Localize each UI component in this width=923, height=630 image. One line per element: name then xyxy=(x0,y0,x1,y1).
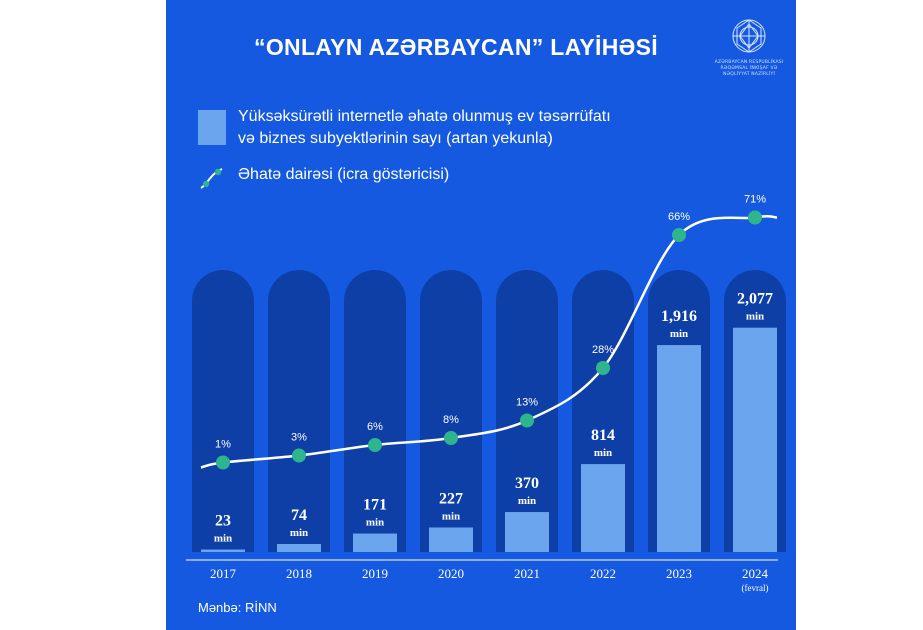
ministry-logo-icon xyxy=(732,19,766,53)
x-tick-label: 2023 xyxy=(666,566,692,581)
bar xyxy=(657,345,701,552)
bar-track xyxy=(420,270,482,552)
bar-value-label: 74 xyxy=(291,507,307,524)
coverage-label: 3% xyxy=(291,432,307,444)
x-tick-label: 2021 xyxy=(514,566,540,581)
bar-value-label: 171 xyxy=(363,497,387,514)
coverage-point xyxy=(748,210,762,225)
bar-track xyxy=(192,270,254,552)
x-tick-label: 2018 xyxy=(286,566,312,581)
coverage-point xyxy=(216,455,230,470)
x-tick-label: 2020 xyxy=(438,566,464,581)
bar-unit-label: min xyxy=(442,510,460,522)
legend-bar-label: Yüksəksürətli internetlə əhatə olunmuş e… xyxy=(238,106,718,150)
bar xyxy=(581,464,625,552)
bar xyxy=(277,544,321,552)
bar-value-label: 1,916 xyxy=(661,308,697,325)
coverage-label: 6% xyxy=(367,421,383,433)
bar-unit-label: min xyxy=(214,533,232,545)
bar-value-label: 23 xyxy=(215,513,231,530)
source-note: Mənbə: RİNN xyxy=(198,600,277,615)
logo-text: AZƏRBAYCAN RESPUBLİKASI RƏQƏMSAL İNKİŞAF… xyxy=(704,60,794,78)
bar-track xyxy=(268,270,330,552)
coverage-point xyxy=(368,438,382,452)
coverage-label: 71% xyxy=(744,194,766,206)
logo-text-line: NƏQLİYYAT NAZİRLİYİ xyxy=(722,72,776,77)
legend-bar-swatch xyxy=(198,110,226,145)
coverage-point xyxy=(596,361,610,375)
logo-text-line: AZƏRBAYCAN RESPUBLİKASI xyxy=(714,60,784,65)
x-tick-note: (fevral) xyxy=(742,583,769,593)
coverage-point xyxy=(672,228,686,242)
coverage-point xyxy=(292,448,306,463)
bar-track xyxy=(496,270,558,552)
coverage-label: 8% xyxy=(443,414,459,426)
page-title: “ONLAYN AZƏRBAYCAN” LAYİHƏSİ xyxy=(254,34,658,60)
bar-unit-label: min xyxy=(518,495,536,507)
bar xyxy=(201,549,245,552)
bar-value-label: 814 xyxy=(591,427,615,444)
coverage-label: 66% xyxy=(668,211,690,223)
bar xyxy=(353,533,397,552)
bar-value-label: 2,077 xyxy=(737,291,773,308)
bar xyxy=(733,327,777,552)
legend-bar-label-line: Yüksəksürətli internetlə əhatə olunmuş e… xyxy=(238,108,611,125)
bar-value-label: 227 xyxy=(439,490,463,507)
bar-value-label: 370 xyxy=(515,475,539,492)
logo-text-line: RƏQƏMSAL İNKİŞAF VƏ xyxy=(720,66,778,71)
coverage-point xyxy=(520,413,534,428)
legend-bar-label-line: və biznes subyektlərinin sayı (artan yek… xyxy=(238,130,553,147)
x-tick-label: 2019 xyxy=(362,566,388,581)
legend-line-icon xyxy=(200,168,223,189)
coverage-label: 28% xyxy=(592,344,614,356)
bar-unit-label: min xyxy=(594,447,612,459)
x-tick-label: 2017 xyxy=(210,566,237,581)
bar xyxy=(429,527,473,552)
bar-unit-label: min xyxy=(366,517,384,529)
bar-unit-label: min xyxy=(290,527,308,539)
x-tick-label: 2024 xyxy=(742,566,769,581)
infographic-panel: “ONLAYN AZƏRBAYCAN” LAYİHƏSİ AZƏRBAYCAN … xyxy=(166,0,796,630)
chart: 23 min 74 min 171 min 227 min 370 min 814 min 1,916 m… xyxy=(186,194,786,593)
legend-line-label: Əhatə dairəsi (icra göstəricisi) xyxy=(238,166,450,183)
coverage-label: 13% xyxy=(516,397,538,409)
bar-unit-label: min xyxy=(670,328,688,340)
x-tick-label: 2022 xyxy=(590,566,616,581)
bar xyxy=(505,512,549,552)
bar-track xyxy=(344,270,406,552)
coverage-point xyxy=(444,431,458,445)
coverage-label: 1% xyxy=(215,439,231,451)
bar-unit-label: min xyxy=(746,311,764,323)
coverage-line xyxy=(200,214,778,469)
